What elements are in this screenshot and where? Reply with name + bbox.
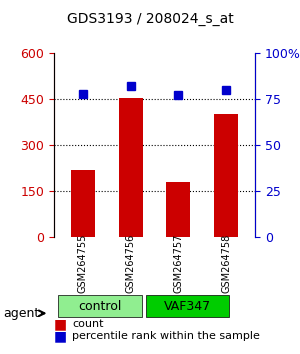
Bar xyxy=(167,182,191,237)
Text: GSM264756: GSM264756 xyxy=(126,234,136,293)
Text: ■: ■ xyxy=(54,329,67,343)
FancyBboxPatch shape xyxy=(58,295,142,318)
Bar xyxy=(118,98,142,237)
FancyBboxPatch shape xyxy=(146,295,229,318)
Bar xyxy=(71,170,95,237)
Text: GSM264755: GSM264755 xyxy=(78,234,88,293)
Bar xyxy=(214,114,238,237)
Text: agent: agent xyxy=(3,307,39,320)
Text: control: control xyxy=(78,300,122,313)
Text: VAF347: VAF347 xyxy=(164,300,211,313)
Text: GDS3193 / 208024_s_at: GDS3193 / 208024_s_at xyxy=(67,12,233,27)
Text: count: count xyxy=(72,319,104,329)
Text: percentile rank within the sample: percentile rank within the sample xyxy=(72,331,260,341)
Text: GSM264758: GSM264758 xyxy=(221,234,231,293)
Text: ■: ■ xyxy=(54,317,67,331)
Text: GSM264757: GSM264757 xyxy=(173,234,183,293)
